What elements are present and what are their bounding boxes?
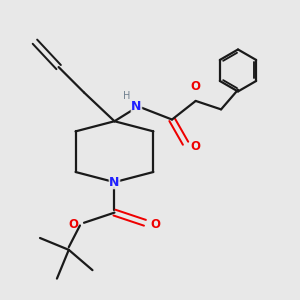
Text: O: O bbox=[190, 140, 201, 153]
Text: O: O bbox=[191, 80, 201, 94]
Text: O: O bbox=[68, 218, 78, 231]
Text: O: O bbox=[151, 218, 161, 231]
Text: H: H bbox=[123, 91, 131, 101]
Text: N: N bbox=[131, 100, 142, 112]
Text: N: N bbox=[109, 176, 120, 189]
